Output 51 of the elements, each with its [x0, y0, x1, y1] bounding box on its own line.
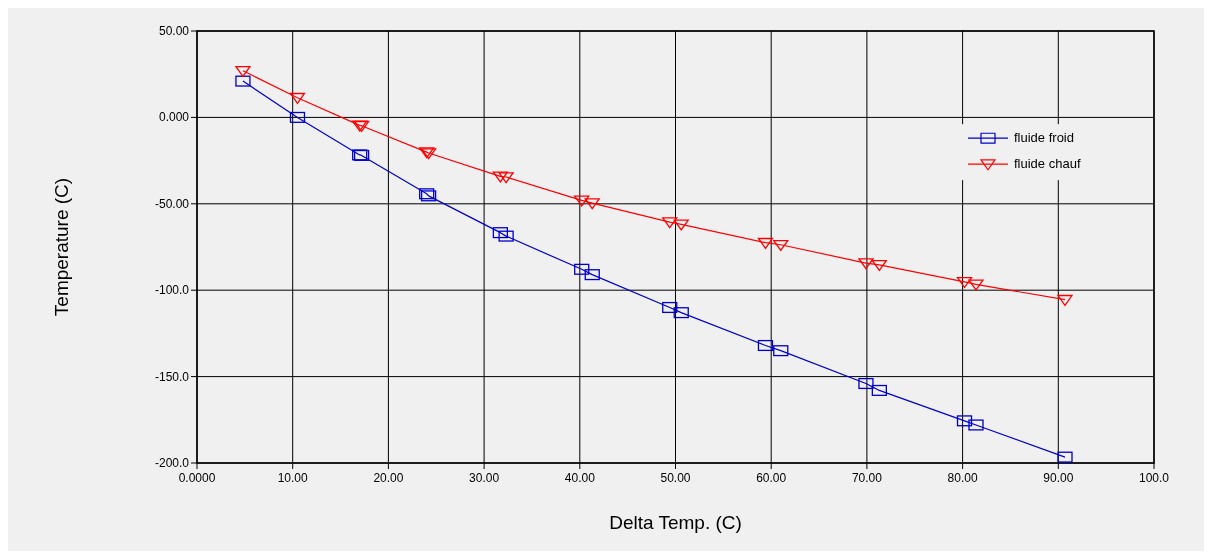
point — [757, 339, 774, 352]
x-tick-label: 80.00 — [947, 471, 978, 485]
point — [574, 195, 590, 207]
x-axis-title: Delta Temp. (C) — [609, 512, 742, 533]
x-tick-label: 50.00 — [660, 471, 691, 485]
point — [492, 227, 509, 239]
y-tick-label: 50.00 — [158, 24, 190, 38]
point — [871, 259, 887, 272]
x-tick-label: 90.00 — [1043, 471, 1074, 485]
x-tick-label: 10.00 — [277, 471, 309, 485]
point — [956, 415, 973, 427]
y-tick-label: -100.0 — [154, 283, 190, 298]
x-tick-label: 20.00 — [373, 471, 404, 485]
legend-label: fluide chauf — [1014, 156, 1081, 172]
point — [662, 301, 678, 314]
point — [1057, 294, 1073, 306]
y-tick-label: 0.000 — [158, 110, 190, 125]
point — [673, 307, 689, 319]
point — [498, 172, 514, 184]
point — [235, 65, 251, 77]
point — [1057, 451, 1073, 463]
x-tick-label: 0.0000 — [178, 471, 216, 485]
x-tick-label: 60.00 — [756, 471, 787, 485]
point — [498, 230, 514, 242]
point — [289, 111, 306, 123]
x-tick-label: 100.0 — [1138, 471, 1170, 485]
point — [773, 345, 789, 357]
point — [235, 75, 251, 87]
legend-label: fluide froid — [1014, 130, 1074, 146]
point — [773, 239, 789, 251]
point — [858, 258, 874, 270]
point — [871, 384, 887, 396]
y-tick-label: -200.0 — [154, 456, 190, 470]
point — [956, 277, 973, 289]
point — [574, 263, 590, 275]
y-tick-label: -150.0 — [154, 369, 190, 384]
point — [968, 279, 984, 291]
point — [858, 377, 874, 390]
point — [968, 419, 984, 431]
point — [662, 217, 678, 229]
y-tick-label: -50.00 — [154, 196, 190, 211]
point — [584, 198, 600, 210]
point — [289, 92, 306, 104]
point — [584, 269, 600, 281]
x-tick-label: 70.00 — [851, 471, 883, 485]
point — [492, 171, 509, 183]
y-axis-title: Temperature (C) — [51, 177, 72, 317]
point — [673, 219, 689, 231]
x-tick-label: 40.00 — [564, 471, 596, 485]
point — [757, 237, 774, 249]
x-tick-label: 30.00 — [469, 471, 500, 485]
